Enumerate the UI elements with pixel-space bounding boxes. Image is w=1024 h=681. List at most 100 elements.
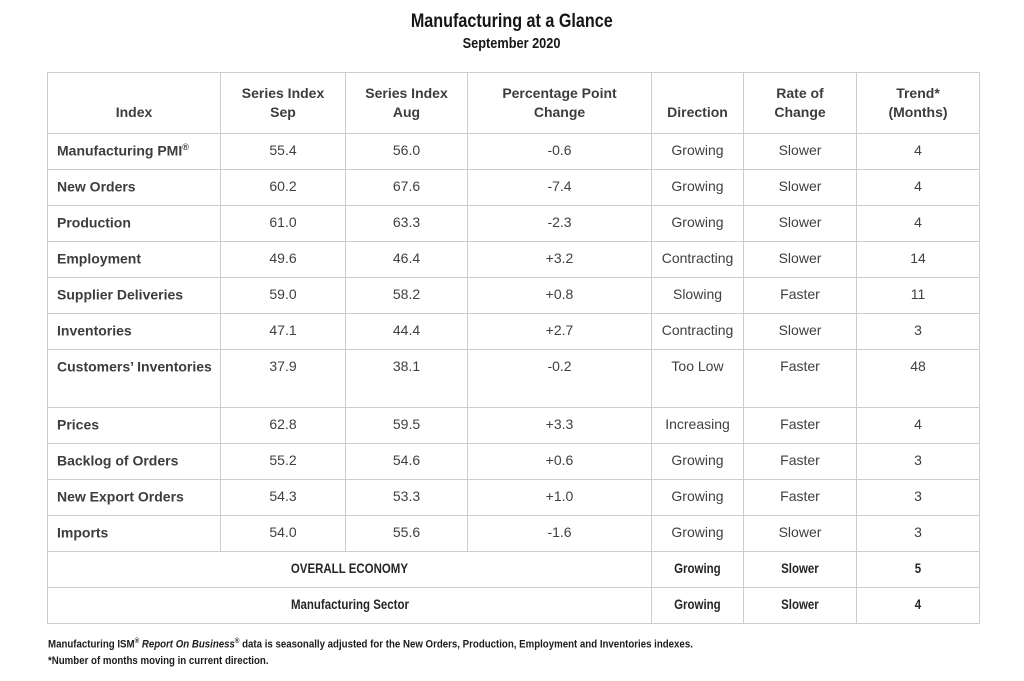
summary-rate: Slower bbox=[781, 596, 819, 612]
series-index-aug-cell: 63.3 bbox=[345, 205, 468, 242]
table-row: Manufacturing PMI® 55.4 56.0 -0.6 Growin… bbox=[47, 133, 980, 170]
series-index-sep-cell: 37.9 bbox=[220, 349, 346, 408]
header-line: Rate of bbox=[776, 85, 824, 101]
series-index-sep-cell: 62.8 bbox=[220, 407, 346, 444]
direction-cell: Growing bbox=[651, 551, 744, 588]
header-line: Index bbox=[115, 104, 153, 120]
table-summary: OVERALL ECONOMY Growing Slower 5 Manufac… bbox=[47, 551, 980, 624]
column-header-rate-of-change: Rate of Change bbox=[743, 72, 857, 134]
column-header-trend-months: Trend* (Months) bbox=[856, 72, 980, 134]
series-index-aug-cell: 46.4 bbox=[345, 241, 468, 278]
series-index-sep-cell: 55.2 bbox=[220, 443, 346, 480]
percentage-point-change-cell: -0.2 bbox=[467, 349, 652, 408]
percentage-point-change-cell: +3.3 bbox=[467, 407, 652, 444]
table-row: Inventories 47.1 44.4 +2.7 Contracting S… bbox=[47, 313, 980, 350]
footnote-text-segment: Manufacturing ISM bbox=[48, 638, 135, 651]
series-index-sep-cell: 49.6 bbox=[220, 241, 346, 278]
index-label: Imports bbox=[57, 524, 109, 541]
index-cell: Customers’ Inventories bbox=[47, 349, 221, 408]
series-index-aug-cell: 56.0 bbox=[345, 133, 468, 170]
summary-trend: 4 bbox=[914, 596, 922, 612]
index-cell: Backlog of Orders bbox=[47, 443, 221, 480]
trend-cell: 3 bbox=[856, 479, 980, 516]
rate-of-change-cell: Slower bbox=[743, 169, 857, 206]
series-index-sep-cell: 55.4 bbox=[220, 133, 346, 170]
report-header: Manufacturing at a Glance September 2020 bbox=[0, 0, 1024, 54]
direction-cell: Growing bbox=[651, 515, 744, 552]
direction-cell: Too Low bbox=[651, 349, 744, 408]
summary-label-cell: Manufacturing Sector bbox=[47, 587, 652, 624]
percentage-point-change-cell: +2.7 bbox=[467, 313, 652, 350]
table-body: Manufacturing PMI® 55.4 56.0 -0.6 Growin… bbox=[47, 133, 980, 552]
rate-of-change-cell: Faster bbox=[743, 277, 857, 314]
series-index-aug-cell: 58.2 bbox=[345, 277, 468, 314]
index-label: Manufacturing PMI bbox=[57, 142, 183, 159]
table-row: Customers’ Inventories 37.9 38.1 -0.2 To… bbox=[47, 349, 980, 408]
header-line: Aug bbox=[392, 104, 421, 120]
summary-row-manufacturing-sector: Manufacturing Sector Growing Slower 4 bbox=[47, 587, 980, 624]
column-header-index: Index bbox=[47, 72, 221, 134]
percentage-point-change-cell: -1.6 bbox=[467, 515, 652, 552]
column-header-direction: Direction bbox=[651, 72, 744, 134]
manufacturing-glance-table: Index Series Index Sep Series Index Aug Pe… bbox=[47, 72, 980, 624]
table-row: Supplier Deliveries 59.0 58.2 +0.8 Slowi… bbox=[47, 277, 980, 314]
index-label: New Export Orders bbox=[57, 488, 184, 505]
table-row: New Orders 60.2 67.6 -7.4 Growing Slower… bbox=[47, 169, 980, 206]
trend-cell: 4 bbox=[856, 133, 980, 170]
index-cell: Manufacturing PMI® bbox=[47, 133, 221, 170]
summary-trend: 5 bbox=[914, 560, 922, 576]
direction-cell: Contracting bbox=[651, 241, 744, 278]
rate-of-change-cell: Faster bbox=[743, 349, 857, 408]
header-line: Series Index bbox=[241, 85, 325, 101]
index-label: Supplier Deliveries bbox=[57, 286, 184, 303]
trend-cell: 4 bbox=[856, 205, 980, 242]
percentage-point-change-cell: -0.6 bbox=[467, 133, 652, 170]
direction-cell: Slowing bbox=[651, 277, 744, 314]
index-cell: Production bbox=[47, 205, 221, 242]
report-on-business-italic: Report On Business bbox=[139, 638, 235, 651]
index-cell: Employment bbox=[47, 241, 221, 278]
header-line: Direction bbox=[667, 104, 728, 120]
series-index-sep-cell: 60.2 bbox=[220, 169, 346, 206]
trend-cell: 4 bbox=[856, 587, 980, 624]
direction-cell: Growing bbox=[651, 443, 744, 480]
table-row: Backlog of Orders 55.2 54.6 +0.6 Growing… bbox=[47, 443, 980, 480]
page-title-row: Manufacturing at a Glance bbox=[0, 10, 1024, 34]
registered-trademark-symbol: ® bbox=[134, 638, 140, 645]
header-line: Percentage Point bbox=[502, 85, 617, 101]
index-label: Customers’ Inventories bbox=[57, 358, 212, 375]
series-index-sep-cell: 54.0 bbox=[220, 515, 346, 552]
rate-of-change-cell: Faster bbox=[743, 443, 857, 480]
percentage-point-change-cell: -2.3 bbox=[467, 205, 652, 242]
header-line: Change bbox=[774, 104, 826, 120]
footnote-text-segment: data is seasonally adjusted for the New … bbox=[239, 638, 693, 651]
rate-of-change-cell: Faster bbox=[743, 479, 857, 516]
rate-of-change-cell: Slower bbox=[743, 241, 857, 278]
index-cell: New Orders bbox=[47, 169, 221, 206]
direction-cell: Growing bbox=[651, 169, 744, 206]
index-label: Inventories bbox=[57, 322, 132, 339]
trend-cell: 3 bbox=[856, 515, 980, 552]
rate-of-change-cell: Slower bbox=[743, 133, 857, 170]
summary-direction: Growing bbox=[674, 560, 721, 576]
registered-trademark-symbol: ® bbox=[234, 638, 240, 645]
header-line: Trend* bbox=[896, 85, 940, 101]
summary-direction: Growing bbox=[674, 596, 721, 612]
footnote-2: *Number of months moving in current dire… bbox=[48, 653, 978, 669]
trend-cell: 4 bbox=[856, 169, 980, 206]
summary-row-overall-economy: OVERALL ECONOMY Growing Slower 5 bbox=[47, 551, 980, 588]
series-index-aug-cell: 53.3 bbox=[345, 479, 468, 516]
percentage-point-change-cell: +0.6 bbox=[467, 443, 652, 480]
footnotes: Manufacturing ISM® Report On Business® d… bbox=[48, 634, 978, 669]
footnote-2-text: *Number of months moving in current dire… bbox=[48, 654, 269, 667]
trend-cell: 48 bbox=[856, 349, 980, 408]
series-index-aug-cell: 38.1 bbox=[345, 349, 468, 408]
direction-cell: Growing bbox=[651, 205, 744, 242]
rate-of-change-cell: Slower bbox=[743, 551, 857, 588]
header-row: Index Series Index Sep Series Index Aug Pe… bbox=[47, 72, 980, 134]
percentage-point-change-cell: +0.8 bbox=[467, 277, 652, 314]
series-index-aug-cell: 44.4 bbox=[345, 313, 468, 350]
index-label: Employment bbox=[57, 250, 142, 267]
summary-rate: Slower bbox=[781, 560, 819, 576]
column-header-series-index-sep: Series Index Sep bbox=[220, 72, 346, 134]
